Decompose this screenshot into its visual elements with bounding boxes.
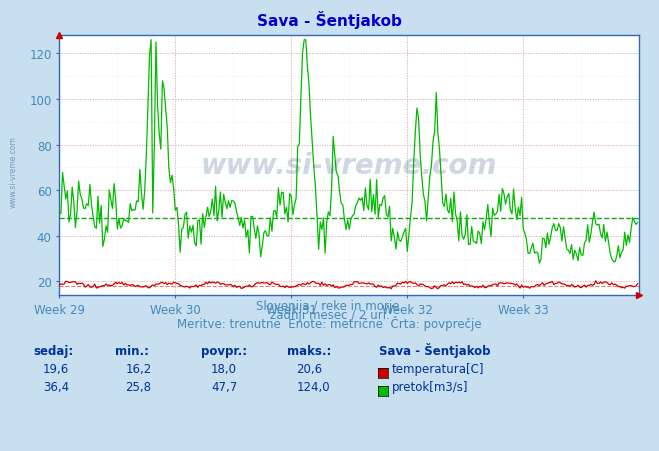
Text: 36,4: 36,4 [43, 380, 69, 393]
Text: min.:: min.: [115, 344, 150, 357]
Text: www.si-vreme.com: www.si-vreme.com [201, 152, 498, 179]
Text: sedaj:: sedaj: [33, 344, 73, 357]
Text: temperatura[C]: temperatura[C] [392, 362, 484, 375]
Text: 124,0: 124,0 [297, 380, 330, 393]
Text: Sava - Šentjakob: Sava - Šentjakob [379, 342, 490, 357]
Text: 18,0: 18,0 [211, 362, 237, 375]
Text: 19,6: 19,6 [43, 362, 69, 375]
Text: 47,7: 47,7 [211, 380, 237, 393]
Text: 25,8: 25,8 [125, 380, 151, 393]
Text: Meritve: trenutne  Enote: metrične  Črta: povprečje: Meritve: trenutne Enote: metrične Črta: … [177, 315, 482, 330]
Text: www.si-vreme.com: www.si-vreme.com [9, 135, 18, 207]
Text: 20,6: 20,6 [297, 362, 323, 375]
Text: 16,2: 16,2 [125, 362, 152, 375]
Text: pretok[m3/s]: pretok[m3/s] [392, 380, 469, 393]
Text: maks.:: maks.: [287, 344, 331, 357]
Text: Sava - Šentjakob: Sava - Šentjakob [257, 11, 402, 29]
Text: zadnji mesec / 2 uri.: zadnji mesec / 2 uri. [270, 308, 389, 321]
Text: povpr.:: povpr.: [201, 344, 247, 357]
Text: Slovenija / reke in morje.: Slovenija / reke in morje. [256, 299, 403, 312]
